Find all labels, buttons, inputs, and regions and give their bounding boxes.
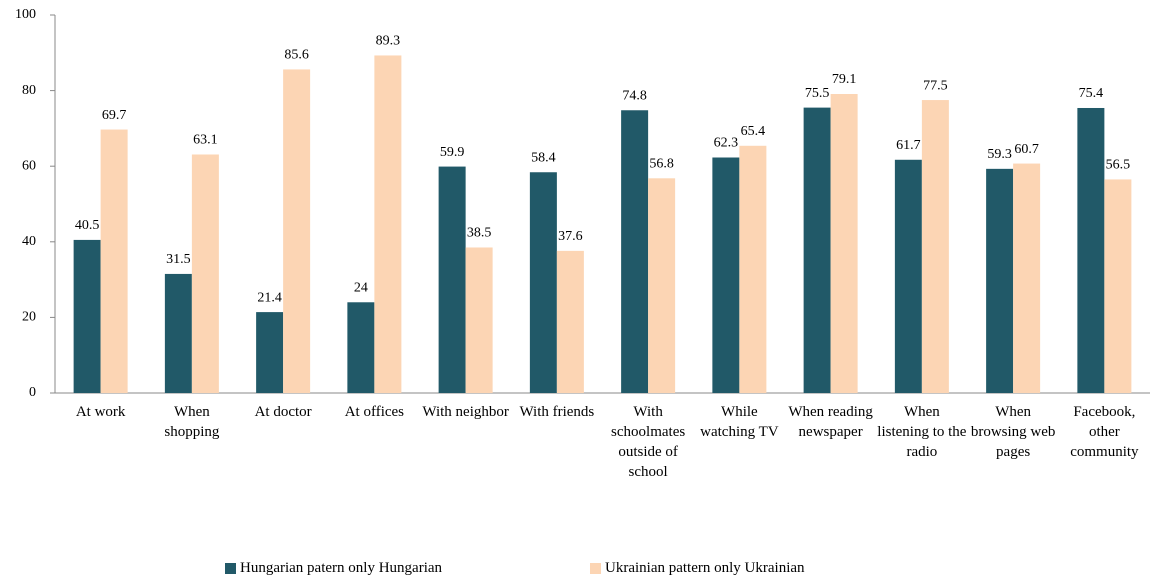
legend-label: Hungarian patern only Hungarian xyxy=(240,560,443,576)
bar xyxy=(1013,163,1041,393)
value-label: 59.9 xyxy=(440,145,465,160)
value-label: 89.3 xyxy=(376,34,401,49)
value-label: 31.5 xyxy=(166,252,191,267)
value-label: 79.1 xyxy=(832,72,857,87)
value-label: 74.8 xyxy=(622,88,647,103)
bar xyxy=(894,159,922,393)
value-label: 61.7 xyxy=(896,138,921,153)
legend-label: Ukrainian pattern only Ukrainian xyxy=(605,560,805,576)
value-label: 59.3 xyxy=(987,147,1012,162)
bar xyxy=(712,157,740,393)
bar xyxy=(164,273,192,393)
value-label: 56.8 xyxy=(649,157,674,172)
bar xyxy=(465,247,493,393)
x-tick-label: When reading newspaper xyxy=(788,404,873,440)
bar xyxy=(648,178,676,393)
y-tick-label: 100 xyxy=(15,7,36,22)
value-label: 77.5 xyxy=(923,78,948,93)
bar xyxy=(556,250,584,393)
bar xyxy=(191,154,219,393)
x-tick-label: At work xyxy=(75,404,126,420)
x-tick-label: At doctor xyxy=(254,404,312,420)
x-tick-label: With friends xyxy=(519,404,595,420)
value-label: 58.4 xyxy=(531,150,556,165)
y-tick-label: 40 xyxy=(22,234,36,249)
y-tick-label: 60 xyxy=(22,158,36,173)
value-label: 63.1 xyxy=(193,133,218,148)
bar xyxy=(621,110,649,394)
value-label: 24 xyxy=(354,280,368,295)
bar xyxy=(256,312,284,393)
bar xyxy=(1077,107,1105,393)
value-label: 21.4 xyxy=(257,290,282,305)
bar xyxy=(803,107,831,394)
bar xyxy=(986,168,1014,393)
value-label: 60.7 xyxy=(1014,142,1039,157)
legend-item: Ukrainian pattern only Ukrainian xyxy=(590,560,805,577)
value-label: 40.5 xyxy=(75,218,100,233)
x-tick-label: Facebook, other community xyxy=(1070,404,1139,460)
y-tick-label: 0 xyxy=(29,385,36,400)
x-tick-label: When browsing web pages xyxy=(970,404,1056,460)
value-label: 85.6 xyxy=(284,48,309,63)
bar xyxy=(830,94,858,393)
x-tick-label: When shopping xyxy=(164,404,220,440)
value-label: 37.6 xyxy=(558,229,583,244)
bar xyxy=(374,55,402,394)
value-label: 62.3 xyxy=(714,136,739,151)
bar xyxy=(529,172,557,393)
bar xyxy=(283,69,311,393)
bar xyxy=(1104,179,1132,393)
legend-item: Hungarian patern only Hungarian xyxy=(225,560,442,577)
bar xyxy=(921,100,949,394)
value-label: 69.7 xyxy=(102,108,127,123)
legend-swatch xyxy=(590,563,601,574)
bar xyxy=(438,166,466,393)
value-label: 65.4 xyxy=(741,124,766,139)
y-tick-label: 80 xyxy=(22,83,36,98)
bar xyxy=(73,239,101,393)
x-tick-label: When listening to the radio xyxy=(877,404,967,460)
x-tick-label: With neighbor xyxy=(422,404,509,420)
x-tick-label: At offices xyxy=(344,404,405,420)
value-label: 75.4 xyxy=(1079,86,1104,101)
value-label: 56.5 xyxy=(1106,158,1131,173)
value-label: 75.5 xyxy=(805,86,830,101)
bar xyxy=(739,145,767,393)
value-label: 38.5 xyxy=(467,226,492,241)
bar xyxy=(100,129,128,393)
bar xyxy=(347,302,375,393)
x-tick-label: With schoolmates outside of school xyxy=(611,404,686,480)
x-tick-label: While watching TV xyxy=(700,404,779,440)
y-tick-label: 20 xyxy=(22,310,36,325)
legend-swatch xyxy=(225,563,236,574)
